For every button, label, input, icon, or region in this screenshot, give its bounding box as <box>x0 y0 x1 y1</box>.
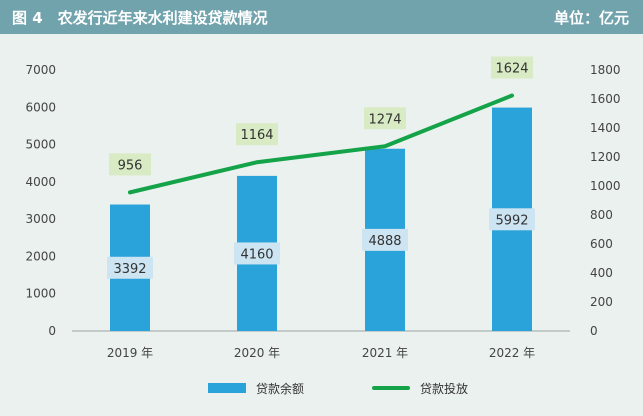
line-data-label-box <box>236 123 278 146</box>
y-left-tick-label: 7000 <box>25 63 56 77</box>
y-right-tick-label: 1000 <box>590 179 621 193</box>
unit-label: 单位：亿元 <box>553 9 629 27</box>
line-data-label: 1624 <box>495 62 528 77</box>
legend-bar-swatch <box>208 383 246 393</box>
y-left-tick-label: 2000 <box>25 249 56 263</box>
x-tick-label: 2020 年 <box>234 346 280 360</box>
y-left-tick-label: 1000 <box>25 287 56 301</box>
line-data-label-box <box>109 153 151 176</box>
line-data-label: 1274 <box>368 112 401 127</box>
line-data-label: 956 <box>118 158 143 173</box>
legend-item-bar: 贷款余额 <box>208 378 304 398</box>
line-data-label: 1164 <box>240 128 273 143</box>
y-right-tick-label: 200 <box>590 295 613 309</box>
bar-data-label: 3392 <box>113 262 146 277</box>
line-data-label-box <box>364 107 406 130</box>
x-tick-label: 2019 年 <box>107 346 153 360</box>
bar-data-label-box <box>489 208 535 231</box>
bar-data-label: 4160 <box>240 247 273 262</box>
bar-data-label-box <box>362 228 408 251</box>
bar-data-label: 5992 <box>495 213 528 228</box>
y-left-tick-label: 4000 <box>25 175 56 189</box>
bar-data-label-box <box>107 256 153 279</box>
bar-data-label-box <box>234 242 280 265</box>
legend-bar-label: 贷款余额 <box>256 381 305 396</box>
y-left-tick-label: 5000 <box>25 138 56 152</box>
chart-header: 图 4 农发行近年来水利建设贷款情况 单位：亿元 <box>0 0 643 34</box>
y-right-tick-label: 1400 <box>590 121 621 135</box>
chart-title: 图 4 农发行近年来水利建设贷款情况 <box>12 9 268 27</box>
y-left-tick-label: 0 <box>48 324 56 338</box>
y-right-tick-label: 0 <box>590 324 598 338</box>
y-right-tick-label: 1200 <box>590 150 621 164</box>
legend-item-line: 贷款投放 <box>372 378 468 398</box>
line-series <box>128 93 514 195</box>
legend-line-label: 贷款投放 <box>420 381 469 396</box>
y-right-tick-label: 1600 <box>590 92 621 106</box>
x-tick-label: 2021 年 <box>362 346 408 360</box>
y-left-tick-label: 6000 <box>25 100 56 114</box>
y-right-tick-label: 1800 <box>590 63 621 77</box>
bar-data-label: 4888 <box>368 234 401 249</box>
y-right-tick-label: 800 <box>590 208 613 222</box>
line-data-label-box <box>491 56 533 79</box>
y-right-tick-label: 400 <box>590 266 613 280</box>
legend-line-swatch <box>372 386 410 390</box>
y-left-tick-label: 3000 <box>25 212 56 226</box>
x-tick-label: 2022 年 <box>489 346 535 360</box>
y-right-tick-label: 600 <box>590 237 613 251</box>
